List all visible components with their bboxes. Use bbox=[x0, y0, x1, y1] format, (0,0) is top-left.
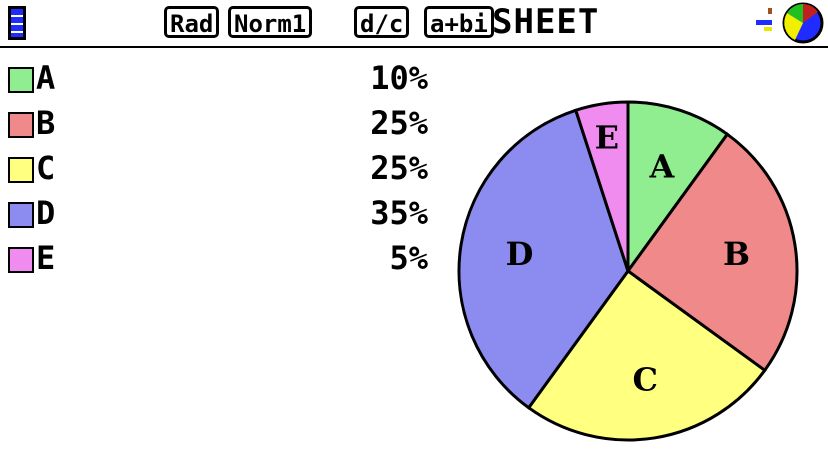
legend-swatch bbox=[8, 202, 34, 228]
legend-swatch bbox=[8, 112, 34, 138]
legend-item-a: A bbox=[8, 60, 55, 96]
display-badge: Norm1 bbox=[228, 6, 313, 38]
status-bar: Rad Norm1 d/c a+bi SHEET bbox=[0, 0, 828, 48]
battery-icon bbox=[8, 6, 26, 40]
legend-label: E bbox=[36, 239, 56, 277]
legend-swatch bbox=[8, 157, 34, 183]
legend-percent: 25% bbox=[370, 149, 428, 187]
pie-slice-e bbox=[573, 100, 630, 272]
pie-slice-a bbox=[626, 100, 730, 276]
legend-item-e: E bbox=[8, 240, 55, 276]
legend-item-c: C bbox=[8, 150, 55, 186]
legend-swatch bbox=[8, 247, 34, 273]
legend-label: C bbox=[36, 149, 56, 187]
complex-badge: a+bi bbox=[424, 6, 494, 38]
legend-percent: 10% bbox=[370, 59, 428, 97]
legend-item-d: D bbox=[8, 195, 55, 231]
legend-label: D bbox=[36, 194, 56, 232]
legend-percent: 35% bbox=[370, 194, 428, 232]
slice-label: D bbox=[506, 235, 534, 273]
legend-label: A bbox=[36, 59, 56, 97]
legend-item-b: B bbox=[8, 105, 55, 141]
pie-slice-d bbox=[457, 108, 630, 410]
slice-label: E bbox=[595, 118, 619, 156]
mode-label: SHEET bbox=[492, 2, 600, 42]
legend-percent: 5% bbox=[389, 239, 428, 277]
pie-chart-icon bbox=[756, 2, 824, 44]
pie-slice-c bbox=[526, 268, 767, 442]
slice-label: B bbox=[723, 235, 750, 273]
slice-label: C bbox=[632, 360, 657, 398]
legend-percent: 25% bbox=[370, 104, 428, 142]
pie-slice-b bbox=[625, 132, 799, 373]
angle-badge: Rad bbox=[164, 6, 220, 38]
fraction-badge: d/c bbox=[354, 6, 410, 38]
legend-swatch bbox=[8, 67, 34, 93]
legend-label: B bbox=[36, 104, 56, 142]
slice-label: A bbox=[649, 148, 676, 186]
